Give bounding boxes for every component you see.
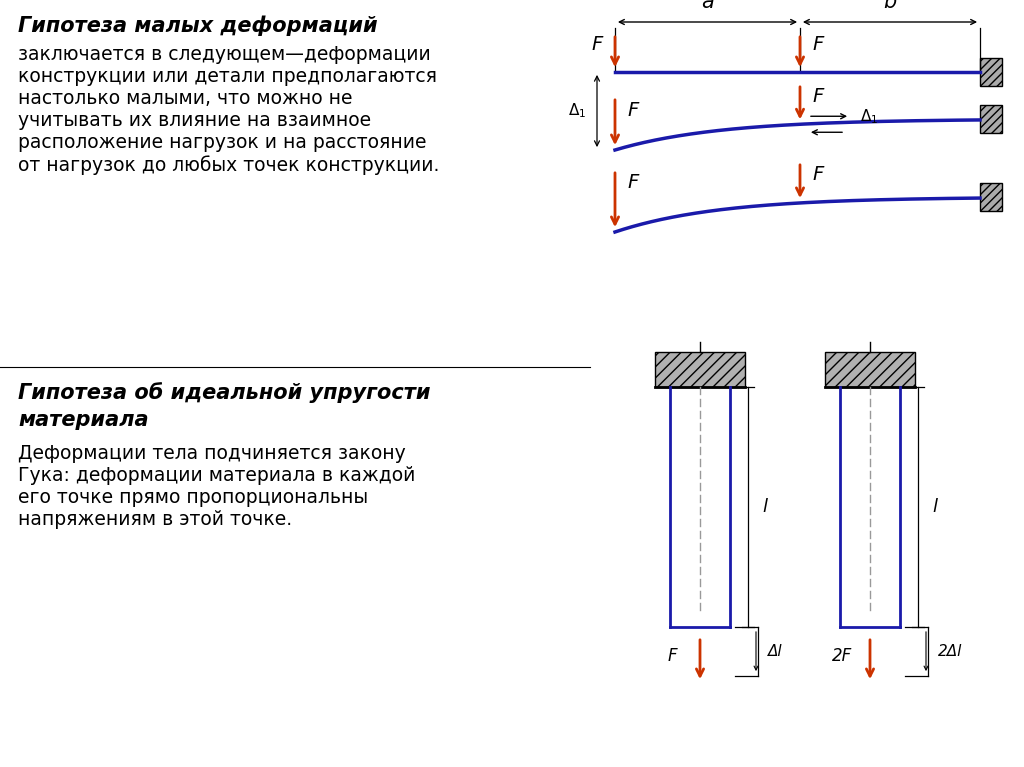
Bar bbox=[980, 105, 1002, 133]
Text: F: F bbox=[812, 35, 823, 54]
Text: F: F bbox=[592, 35, 603, 54]
Text: F: F bbox=[812, 87, 823, 107]
Bar bbox=[980, 58, 1002, 86]
Text: напряжениям в этой точке.: напряжениям в этой точке. bbox=[18, 510, 292, 529]
Text: a: a bbox=[701, 0, 714, 12]
Text: Δl: Δl bbox=[768, 644, 782, 659]
Text: 2Δl: 2Δl bbox=[938, 644, 963, 659]
Text: l: l bbox=[932, 498, 937, 516]
Bar bbox=[655, 352, 745, 387]
Text: от нагрузок до любых точек конструкции.: от нагрузок до любых точек конструкции. bbox=[18, 155, 439, 175]
Text: Гипотеза малых деформаций: Гипотеза малых деформаций bbox=[18, 15, 378, 35]
Text: учитывать их влияние на взаимное: учитывать их влияние на взаимное bbox=[18, 111, 371, 130]
Text: его точке прямо пропорциональны: его точке прямо пропорциональны bbox=[18, 488, 368, 507]
Text: l: l bbox=[762, 498, 767, 516]
Text: $\Delta_1$: $\Delta_1$ bbox=[568, 102, 586, 120]
Bar bbox=[825, 352, 915, 387]
Text: Гипотеза об идеальной упругости: Гипотеза об идеальной упругости bbox=[18, 382, 430, 403]
Text: Деформации тела подчиняется закону: Деформации тела подчиняется закону bbox=[18, 444, 406, 463]
Text: F: F bbox=[812, 166, 823, 185]
Text: настолько малыми, что можно не: настолько малыми, что можно не bbox=[18, 89, 352, 108]
Text: заключается в следующем—деформации: заключается в следующем—деформации bbox=[18, 45, 431, 64]
Text: $\Delta_1$: $\Delta_1$ bbox=[860, 107, 879, 126]
Text: F: F bbox=[628, 100, 639, 120]
Text: b: b bbox=[884, 0, 897, 12]
Text: F: F bbox=[668, 647, 677, 665]
Bar bbox=[980, 183, 1002, 211]
Text: Гука: деформации материала в каждой: Гука: деформации материала в каждой bbox=[18, 466, 416, 485]
Text: материала: материала bbox=[18, 410, 148, 430]
Text: F: F bbox=[628, 173, 639, 192]
Text: 2F: 2F bbox=[831, 647, 852, 665]
Text: конструкции или детали предполагаются: конструкции или детали предполагаются bbox=[18, 67, 437, 86]
Text: расположение нагрузок и на расстояние: расположение нагрузок и на расстояние bbox=[18, 133, 427, 152]
